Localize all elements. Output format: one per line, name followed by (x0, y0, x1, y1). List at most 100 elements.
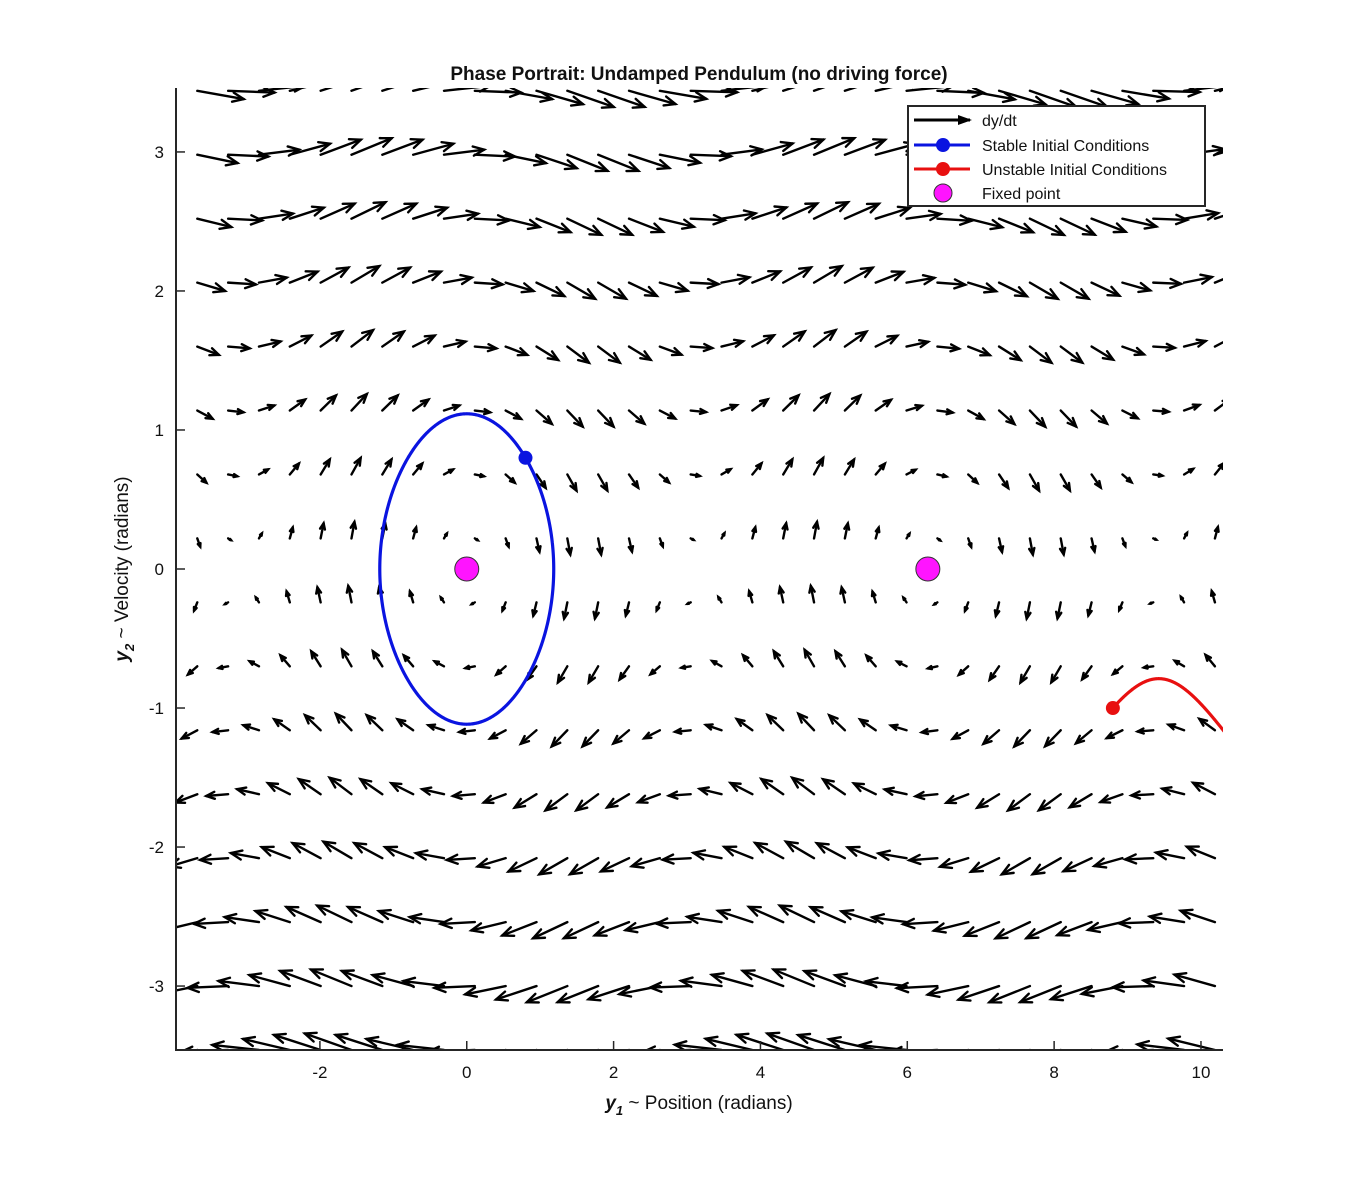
quiver-arrow (257, 530, 264, 540)
quiver-arrow (442, 273, 475, 286)
quiver-arrow (498, 1048, 507, 1050)
quiver-arrow (659, 853, 692, 865)
quiver-arrow (843, 138, 889, 156)
quiver-arrow (776, 904, 816, 924)
quiver-arrow (381, 88, 395, 92)
quiver-arrow (594, 1048, 600, 1050)
quiver-arrow (566, 281, 598, 301)
quiver-arrow (963, 601, 970, 614)
quiver-arrow (319, 456, 332, 476)
quiver-arrow (1121, 409, 1141, 420)
quiver-arrow (566, 89, 617, 109)
quiver-arrow (825, 1035, 877, 1050)
quiver-arrow (1196, 717, 1217, 732)
quiver-arrow (936, 473, 950, 479)
quiver-arrow (350, 328, 376, 348)
quiver-arrow (531, 601, 538, 619)
quiver-arrow (288, 88, 307, 92)
quiver-arrow (431, 981, 477, 994)
quiver-arrow (900, 917, 939, 930)
legend-item-unstable: Unstable Initial Conditions (914, 162, 1167, 179)
x-tick-label: 8 (1049, 1063, 1058, 1082)
quiver-arrow (1091, 856, 1124, 869)
quiver-arrow (319, 137, 364, 156)
quiver-arrow (1090, 281, 1123, 298)
quiver-arrow (623, 601, 631, 619)
quiver-arrow (936, 214, 975, 226)
quiver-arrow (1213, 214, 1223, 220)
quiver-arrow (1182, 273, 1215, 285)
quiver-arrow (196, 473, 209, 485)
quiver-arrow (1165, 723, 1186, 732)
quiver-arrow (1054, 920, 1093, 937)
quiver-arrow (1059, 281, 1092, 301)
quiver-arrow (301, 1031, 353, 1050)
x-tick-label: 4 (756, 1063, 765, 1082)
quiver-arrow (881, 786, 908, 796)
quiver-arrow (627, 409, 647, 426)
quiver-arrow (1152, 537, 1160, 541)
legend-arrowhead-icon (958, 115, 972, 125)
quiver-arrow (480, 793, 507, 805)
quiver-arrow (1213, 523, 1220, 540)
quiver-arrow (226, 537, 234, 542)
quiver-arrow (176, 920, 199, 929)
stable-initial-marker (518, 450, 533, 465)
quiver-arrow (905, 468, 919, 476)
quiver-arrow (967, 217, 1006, 231)
quiver-arrow (284, 588, 292, 604)
quiver-arrow (411, 140, 457, 156)
quiver-arrow (364, 713, 384, 732)
vector-field (176, 88, 1223, 1050)
quiver-arrow (350, 136, 395, 156)
quiver-arrow (443, 853, 477, 865)
quiver-arrow (967, 537, 973, 550)
unstable-initial-marker (1105, 701, 1120, 716)
quiver-arrow (561, 601, 570, 622)
trajectories (378, 412, 1223, 733)
x-tick-label: 10 (1192, 1063, 1211, 1082)
y-axis-label-symbol: y (112, 650, 133, 663)
quiver-arrow (246, 659, 261, 668)
legend-stable-marker-icon (936, 138, 950, 152)
quiver-arrow (690, 849, 723, 861)
quiver-arrow (628, 856, 662, 869)
quiver-arrow (566, 473, 579, 494)
quiver-arrow (655, 601, 662, 614)
quiver-arrow (610, 729, 631, 746)
quiver-arrow (936, 343, 963, 353)
quiver-arrow (1018, 665, 1032, 686)
x-axis-label: y1 ~ Position (radians) (604, 1093, 792, 1118)
quiver-arrow (905, 274, 938, 286)
x-axis-label-symbol: y (604, 1093, 617, 1114)
quiver-arrow (843, 329, 870, 348)
quiver-arrow (412, 849, 446, 861)
quiver-arrow (720, 403, 740, 412)
quiver-arrow (764, 1031, 816, 1050)
quiver-arrow (644, 1045, 692, 1050)
quiver-arrow (994, 1048, 1001, 1050)
quiver-arrow (563, 1048, 569, 1050)
quiver-arrow (411, 88, 451, 92)
quiver-arrow (226, 407, 247, 416)
quiver-arrow (918, 727, 939, 736)
quiver-arrow (257, 338, 284, 349)
quiver-arrow (1117, 601, 1124, 614)
legend-label-fixed-point: Fixed point (982, 186, 1061, 203)
quiver-arrow (653, 917, 692, 929)
quiver-arrow (720, 530, 727, 540)
y-tick-label: 2 (155, 282, 164, 301)
quiver-arrow (1171, 659, 1186, 668)
quiver-arrow (905, 531, 912, 540)
quiver-arrow (782, 329, 808, 348)
quiver-arrow (869, 913, 908, 925)
quiver-arrow (369, 972, 415, 988)
quiver-arrow (504, 281, 537, 294)
quiver-arrow (782, 456, 794, 476)
quiver-arrow (357, 777, 384, 796)
y-tick-label: -3 (149, 977, 164, 996)
quiver-arrow (1028, 217, 1067, 237)
quiver-arrow (493, 665, 507, 677)
quiver-arrow (689, 342, 716, 353)
